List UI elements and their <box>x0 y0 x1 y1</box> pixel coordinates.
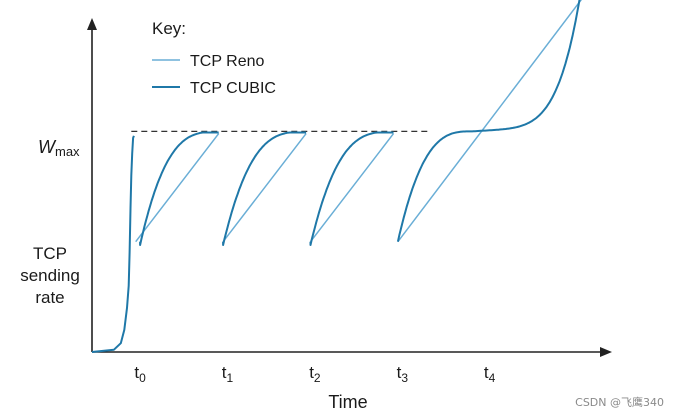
y-label-line-2: sending <box>20 266 80 285</box>
watermark: CSDN @飞鹰340 <box>575 396 664 409</box>
legend: Key: TCP Reno TCP CUBIC <box>152 19 276 97</box>
x-tick-label-2: t2 <box>309 363 321 385</box>
legend-title: Key: <box>152 19 186 38</box>
tcp-reno-segment-2 <box>309 133 395 243</box>
y-label-line-1: TCP <box>33 244 67 263</box>
x-tick-label-4: t4 <box>484 363 496 385</box>
tcp-cubic-startup <box>91 135 135 353</box>
legend-label-tcp-cubic: TCP CUBIC <box>190 80 276 97</box>
tcp-reno-segment-0 <box>135 133 220 243</box>
tcp-cubic-epoch-3 <box>396 0 581 242</box>
series-tcp-reno <box>135 0 582 243</box>
y-axis-arrow <box>87 18 97 30</box>
tcp-reno-segment-3 <box>397 0 582 243</box>
y-label-line-3: rate <box>35 288 64 307</box>
tcp-cubic-epoch-0 <box>139 131 219 246</box>
x-axis-title: Time <box>328 392 367 412</box>
legend-label-tcp-reno: TCP Reno <box>190 53 265 70</box>
tcp-reno-segment-1 <box>222 133 307 243</box>
x-tick-label-3: t3 <box>397 363 409 385</box>
tcp-cubic-epoch-1 <box>222 131 307 246</box>
y-axis-label: TCP sending rate <box>20 244 80 307</box>
wmax-sub: max <box>55 144 80 159</box>
wmax-main: W <box>38 137 57 157</box>
x-tick-label-0: t0 <box>134 363 146 385</box>
x-tick-labels: t0 t1 t2 t3 t4 <box>134 363 495 385</box>
series-tcp-cubic <box>91 0 581 353</box>
tcp-cubic-epoch-2 <box>309 131 394 246</box>
x-axis-arrow <box>600 347 612 357</box>
wmax-label: Wmax <box>38 137 80 159</box>
x-tick-label-1: t1 <box>222 363 234 385</box>
